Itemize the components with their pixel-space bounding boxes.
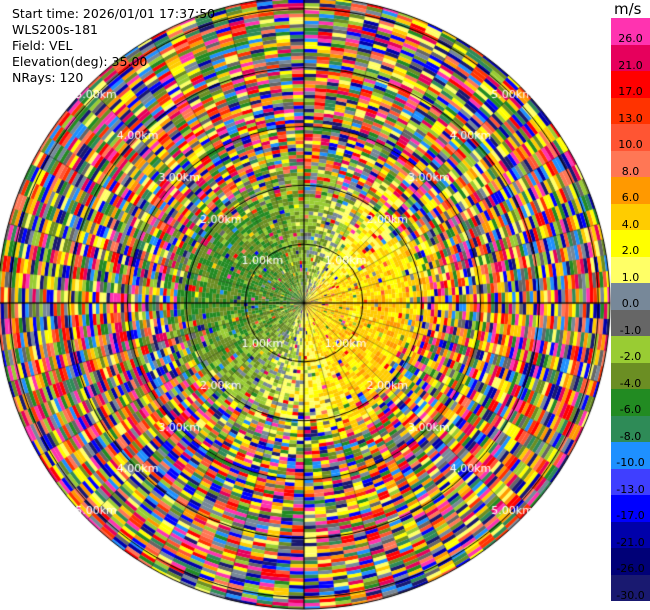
colorbar-tick-label: 26.0: [618, 32, 643, 45]
colorbar-tick-label: -2.0: [619, 350, 642, 363]
colorbar-cell: [611, 256, 650, 283]
colorbar-tick-label: -1.0: [619, 323, 642, 337]
colorbar-tick-label: -13.0: [616, 482, 645, 496]
colorbar-cell: [611, 415, 650, 442]
colorbar-tick-label: -26.0: [616, 562, 645, 575]
colorbar-cell: [611, 203, 650, 230]
colorbar-cell: [611, 468, 650, 495]
instrument-label: WLS200s-181: [12, 22, 98, 37]
colorbar-cell: [611, 389, 650, 416]
colorbar-tick-label: -30.0: [616, 588, 645, 602]
colorbar-cell: [611, 309, 650, 336]
colorbar-tick-label: -17.0: [616, 509, 645, 522]
colorbar-tick-label: 0.0: [621, 297, 640, 310]
colorbar-tick-label: -10.0: [616, 456, 645, 469]
colorbar-cell: [611, 150, 650, 177]
colorbar-tick-label: 6.0: [621, 191, 640, 204]
colorbar-tick-label: 21.0: [618, 58, 643, 72]
colorbar-tick-label: -6.0: [619, 403, 642, 416]
colorbar-tick-label: 10.0: [618, 138, 643, 151]
colorbar-cell: [611, 362, 650, 389]
colorbar-tick-label: 1.0: [621, 270, 640, 284]
colorbar-cell: [611, 18, 650, 45]
colorbar: 26.0 21.0 17.0 13.0 10.0 8.0 6.0 4.0 2.0 1.0 0.0 -1…: [611, 18, 650, 603]
colorbar-cell: [611, 230, 650, 257]
colorbar-cell: [611, 336, 650, 363]
colorbar-cell: [611, 495, 650, 522]
colorbar-cell: [611, 71, 650, 98]
colorbar-tick-label: -8.0: [619, 429, 642, 443]
colorbar-cell: [611, 177, 650, 204]
colorbar-title: m/s: [614, 0, 642, 18]
colorbar-tick-label: 2.0: [621, 244, 640, 257]
colorbar-cell: [611, 97, 650, 124]
colorbar-cell: [611, 44, 650, 71]
colorbar-tick-label: -4.0: [619, 376, 642, 390]
colorbar-tick-label: 8.0: [621, 164, 640, 178]
colorbar-tick-label: 17.0: [618, 85, 643, 98]
colorbar-cell: [611, 548, 650, 575]
colorbar-tick-label: 13.0: [618, 111, 643, 125]
colorbar-cell: [611, 521, 650, 548]
field-label: Field: VEL: [12, 38, 73, 53]
elevation-label: Elevation(deg): 35.00: [12, 54, 148, 69]
colorbar-tick-label: 4.0: [621, 217, 640, 231]
colorbar-cell: [611, 283, 650, 310]
start-time-label: Start time: 2026/01/01 17:37:50: [12, 6, 216, 21]
nrays-label: NRays: 120: [12, 70, 84, 85]
colorbar-cell: [611, 124, 650, 151]
colorbar-cell: [611, 442, 650, 469]
colorbar-cell: [611, 574, 650, 601]
scan-info: Start time: 2026/01/01 17:37:50 WLS200s-…: [12, 6, 215, 86]
colorbar-tick-label: -21.0: [616, 535, 645, 549]
